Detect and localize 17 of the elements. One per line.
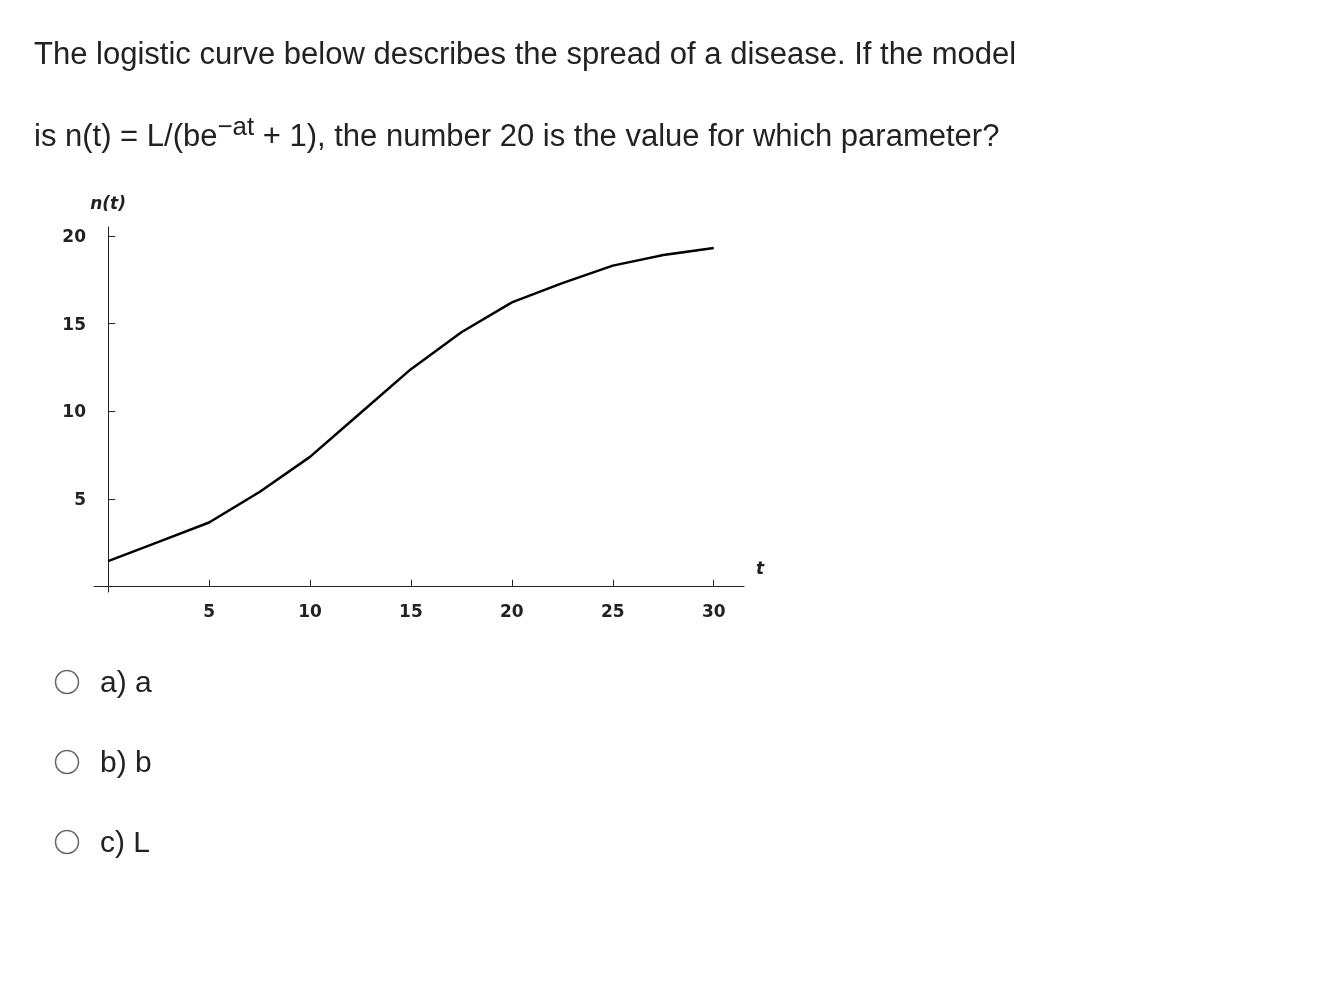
text: a) a — [100, 665, 152, 700]
x-tick-label: 20 — [500, 600, 524, 621]
y-tick-label: 5 — [74, 489, 86, 510]
chart-title: The logistic curve below describes the spread of a disease. If the model is n(t) = L/(be$^{−at}$ + 1), the number 20 is the value for which parameter? — [34, 36, 1017, 154]
x-tick-label: 10 — [298, 600, 322, 621]
y-tick-label: 10 — [62, 401, 87, 422]
y-axis-title: n(t) — [90, 192, 127, 213]
x-tick-label: 25 — [600, 600, 625, 621]
y-tick-label: 15 — [62, 313, 86, 334]
text: c) L — [100, 825, 151, 860]
line-series — [106, 247, 715, 563]
x-tick-label: 15 — [399, 600, 423, 621]
text: b) b — [100, 745, 152, 780]
x-tick-label: 5 — [203, 600, 215, 621]
x-tick-label: 30 — [701, 600, 726, 621]
y-tick-label: 20 — [62, 226, 87, 247]
x-axis-title: t — [756, 558, 765, 579]
